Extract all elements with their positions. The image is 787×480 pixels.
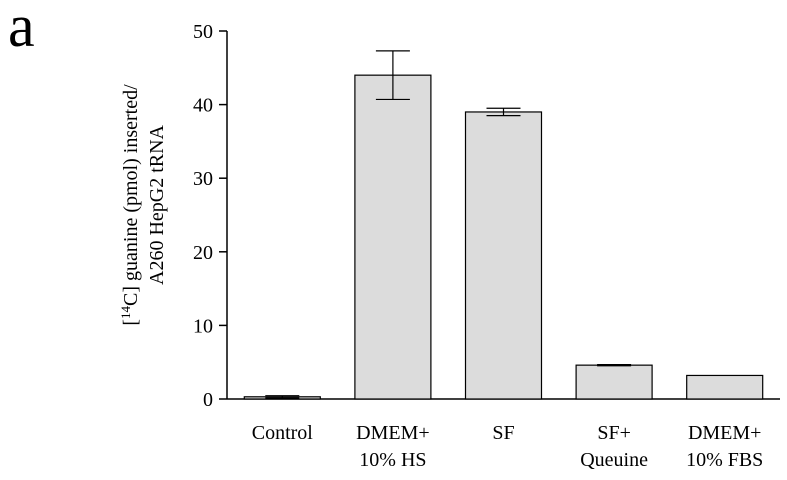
y-tick-label: 0 [203,389,213,411]
x-tick-label: DMEM+ 10% FBS [686,422,763,471]
y-axis-label-line: A260 HepG2 tRNA [146,124,168,285]
bar [464,111,543,400]
y-tick-label: 10 [193,315,213,337]
bars [243,74,764,400]
x-tick-labels: Control DMEM+ 10% HS SF SF+ Queuine DMEM+ 10% F… [252,422,764,471]
bar [686,374,764,400]
y-tick-label: 30 [193,168,213,190]
y-tick-label: 40 [193,95,213,117]
y-axis-label: [14C] guanine (pmol) inserted/A260 HepG2… [118,84,169,326]
x-tick-label: Control [252,422,314,444]
x-tick-label: SF [492,422,514,444]
bar [575,364,653,400]
bar [354,74,432,400]
x-tick-label: SF+ Queuine [580,422,648,471]
y-ticks: 0 10 20 30 40 50 [193,21,227,411]
y-tick-label: 50 [193,21,213,43]
panel-label: a [8,0,35,59]
error-bars [265,50,632,399]
x-tick-label: DMEM+ 10% HS [356,422,430,471]
y-tick-label: 20 [193,242,213,264]
y-axis-label-line: [14C] guanine (pmol) inserted/ [118,84,143,326]
